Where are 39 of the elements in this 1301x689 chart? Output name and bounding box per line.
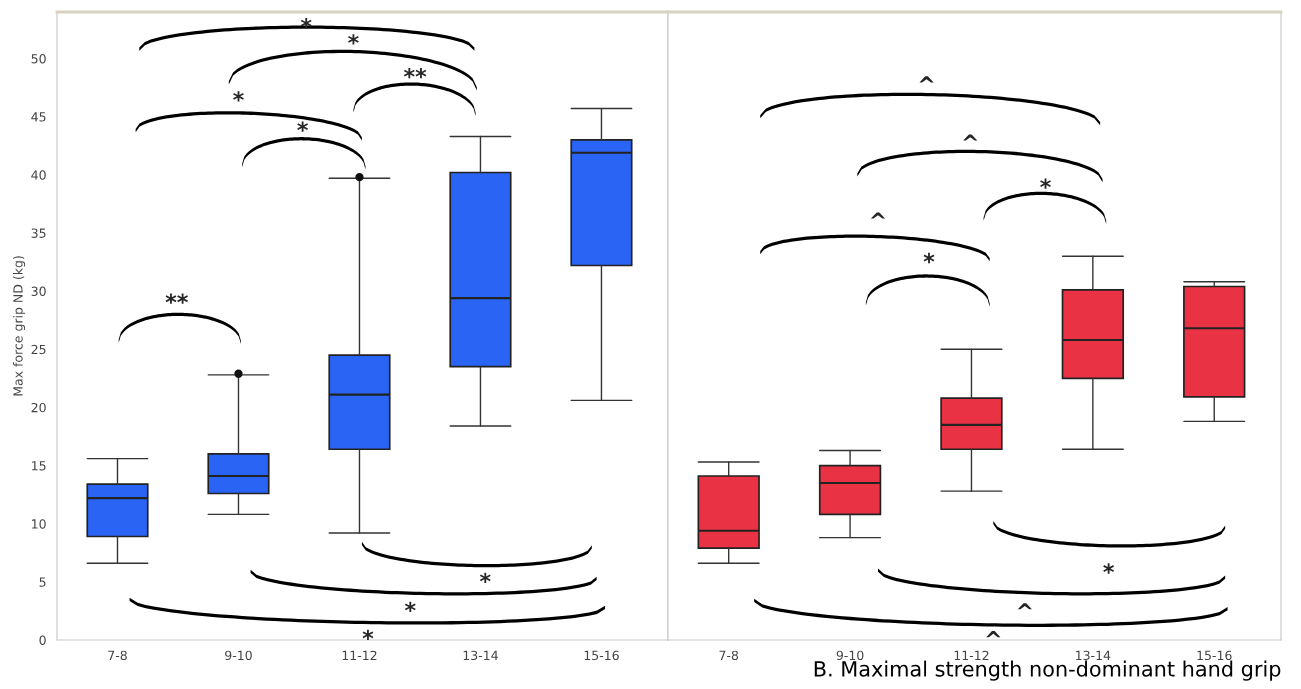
y-tick-label: 40 xyxy=(31,170,46,180)
x-tick-label: 9-10 xyxy=(225,650,252,661)
y-tick-label: 20 xyxy=(31,402,46,413)
annotation: * xyxy=(297,121,308,132)
annotation: ^ xyxy=(986,631,1001,638)
y-tick-label: 10 xyxy=(32,519,46,529)
annotation: * xyxy=(1040,178,1051,189)
annotation: ^ xyxy=(1017,603,1032,610)
y-tick-label: 5 xyxy=(39,577,46,587)
y-tick-label: 30 xyxy=(31,286,46,297)
y-tick-label: 0 xyxy=(39,635,46,645)
x-tick-label: 9-10 xyxy=(836,650,864,661)
annotation: * xyxy=(362,629,374,640)
annotation: ^ xyxy=(963,134,978,141)
x-tick-label: 11-12 xyxy=(954,650,989,660)
x-tick-label: 7-8 xyxy=(108,650,127,661)
annotation: * xyxy=(233,91,244,102)
annotation: * xyxy=(923,252,935,264)
annotation: * xyxy=(404,601,416,613)
x-tick-label: 7-8 xyxy=(719,650,739,661)
x-tick-label: 11-12 xyxy=(342,650,377,660)
annotation: * xyxy=(348,34,359,45)
annotation: * xyxy=(1103,563,1114,574)
y-axis-title: Max force grip ND (kg) xyxy=(13,256,26,396)
x-tick-label: 13-14 xyxy=(463,650,498,661)
y-tick-label: 15 xyxy=(32,461,46,471)
x-tick-label: 15-16 xyxy=(1197,650,1232,661)
text: B. Maximal strength non-dominant hand grip xyxy=(814,660,1281,681)
annotation: * xyxy=(479,572,491,583)
annotation: ** xyxy=(165,293,188,304)
y-tick-label: 35 xyxy=(31,228,46,238)
y-tick-label: 45 xyxy=(31,112,46,122)
x-tick-label: 15-16 xyxy=(584,650,619,661)
y-tick-label: 50 xyxy=(31,53,46,64)
y-tick-label: 25 xyxy=(31,344,46,355)
x-tick-label: 13-14 xyxy=(1076,650,1111,661)
annotation: ^ xyxy=(870,212,886,219)
annotation: ** xyxy=(403,67,427,79)
annotation: ^ xyxy=(919,76,934,83)
